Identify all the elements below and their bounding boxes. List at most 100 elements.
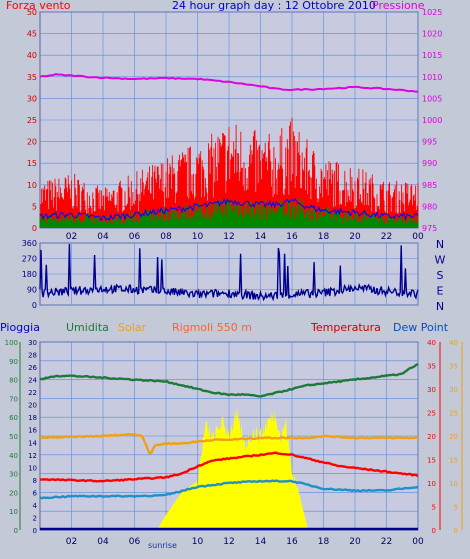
temperature-axis-tick: 35 (427, 363, 436, 371)
dewpoint-axis-tick: 22 (28, 389, 37, 397)
temperature-axis-tick: 0 (432, 527, 436, 535)
direction-tick-labels: 0 N 90 E 180 S 270 W 360 N (22, 238, 446, 313)
wind-base-bars (39, 198, 419, 228)
top-right-label: Pressione (372, 0, 425, 12)
top-right-tick: 1015 (422, 51, 442, 60)
top-tick-labels: 0510152025303540455097598098599099510001… (27, 8, 443, 242)
series-line (39, 363, 419, 398)
top-right-tick: 1000 (422, 116, 442, 125)
direction-left-tick: 180 (22, 270, 37, 279)
bottom-x-tick: 16 (286, 537, 298, 547)
top-right-tick: 985 (422, 181, 437, 190)
top-right-tick: 975 (422, 224, 437, 233)
solar-axis-tick: 10 (449, 480, 458, 488)
wind-direction-series (39, 243, 419, 302)
top-right-tick: 1010 (422, 73, 442, 82)
top-x-tick: 16 (286, 232, 298, 242)
rain-axis-tick: 40 (9, 452, 18, 460)
pressure-series (39, 73, 419, 93)
dewpoint-axis-tick: 6 (33, 489, 38, 497)
solar-axis-tick: 35 (449, 363, 458, 371)
top-x-tick: 22 (381, 232, 392, 242)
dewpoint-axis-tick: 14 (28, 439, 37, 447)
direction-compass-tick: N (436, 238, 444, 251)
bottom-legend-label: Dew Point (393, 321, 449, 334)
rain-axis-tick: 30 (9, 471, 18, 479)
temperature-axis-tick: 25 (427, 410, 436, 418)
top-left-tick: 20 (27, 138, 37, 147)
dewpoint-axis-tick: 26 (28, 364, 37, 372)
solar-area (158, 409, 308, 530)
solar-axis-tick: 5 (454, 504, 458, 512)
top-left-tick: 25 (27, 116, 37, 125)
top-right-tick: 1025 (422, 8, 442, 17)
rain-axis-tick: 10 (9, 508, 18, 516)
dewpoint-axis-tick: 28 (28, 352, 37, 360)
top-left-tick: 40 (27, 51, 37, 60)
series-line (39, 479, 419, 500)
top-panel: 0510152025303540455097598098599099510001… (6, 0, 442, 242)
top-right-tick: 1005 (422, 94, 442, 103)
bottom-x-tick: 22 (381, 537, 392, 547)
bottom-x-tick: 14 (255, 537, 267, 547)
wind-series (39, 117, 419, 228)
dewpoint-axis-tick: 24 (28, 377, 37, 385)
bottom-x-tick: 04 (97, 537, 109, 547)
rain-axis-tick: 80 (9, 377, 18, 385)
dewpoint-axis-tick: 2 (33, 514, 37, 522)
bottom-x-tick: 06 (129, 537, 141, 547)
top-x-tick: 02 (66, 232, 77, 242)
temperature-axis-tick: 5 (432, 504, 436, 512)
top-x-tick: 18 (318, 232, 330, 242)
direction-compass-tick: S (437, 269, 444, 282)
temperature-axis-tick: 40 (427, 339, 436, 347)
direction-compass-tick: E (437, 285, 444, 298)
bottom-legend-label: Umidita (66, 321, 109, 334)
top-left-tick: 30 (27, 94, 37, 103)
rain-axis-tick: 70 (9, 395, 18, 403)
solar-axis-tick: 15 (449, 457, 458, 465)
solar-axis-tick: 0 (454, 527, 458, 535)
top-x-tick: 12 (223, 232, 234, 242)
direction-compass-tick: W (435, 254, 446, 267)
bottom-x-tick: 10 (192, 537, 204, 547)
bottom-legend-label: Rigmoli 550 m (172, 321, 252, 334)
direction-left-tick: 0 (32, 301, 37, 310)
top-right-tick: 995 (422, 138, 437, 147)
top-right-tick: 1020 (422, 30, 442, 39)
solar-axis-tick: 30 (449, 386, 458, 394)
rain-axis-tick: 100 (5, 339, 18, 347)
wind-average-line (39, 197, 419, 222)
sunrise-label: sunrise (148, 541, 177, 550)
top-left-tick: 45 (27, 30, 37, 39)
bottom-x-tick: 02 (66, 537, 77, 547)
series-line (39, 432, 419, 455)
top-left-tick: 50 (27, 8, 37, 17)
direction-grid (40, 242, 419, 306)
bottom-x-tick: 12 (223, 537, 234, 547)
dewpoint-axis-tick: 30 (28, 339, 37, 347)
direction-left-tick: 270 (22, 255, 37, 264)
top-x-tick: 10 (192, 232, 204, 242)
bottom-x-tick: 20 (349, 537, 361, 547)
bottom-panel: 02 04 06 10 12 14 16 18 20 22 00 01020304050607080… (0, 321, 463, 550)
rain-axis-tick: 20 (9, 489, 18, 497)
bottom-x-tick: 00 (412, 537, 424, 547)
rain-axis-tick: 60 (9, 414, 18, 422)
bottom-legend-label: Solar (118, 321, 147, 334)
bottom-legend-label: Temperatura (310, 321, 381, 334)
direction-compass-tick: N (436, 300, 444, 313)
dewpoint-axis-tick: 16 (28, 427, 37, 435)
bottom-x-tick: 18 (318, 537, 330, 547)
rain-axis-tick: 0 (14, 527, 18, 535)
top-left-tick: 5 (32, 202, 37, 211)
top-x-tick: 14 (255, 232, 267, 242)
dewpoint-axis-tick: 4 (33, 502, 38, 510)
temperature-axis-tick: 20 (427, 433, 436, 441)
top-left-tick: 10 (27, 181, 37, 190)
top-x-tick: 20 (349, 232, 361, 242)
top-title: 24 hour graph day : 12 Ottobre 2010 (172, 0, 376, 12)
top-x-tick: 04 (97, 232, 109, 242)
bottom-legend-label: Pioggia (0, 321, 40, 334)
